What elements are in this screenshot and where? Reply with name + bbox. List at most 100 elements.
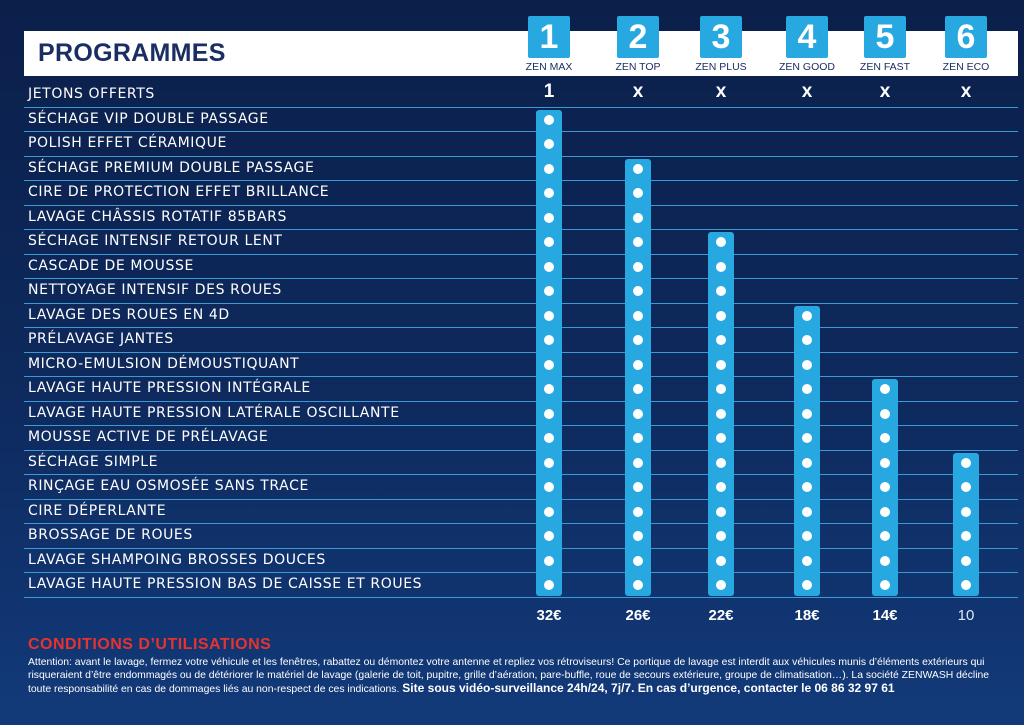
feature-dot [544, 433, 554, 444]
feature-label: SÉCHAGE PREMIUM DOUBLE PASSAGE [28, 159, 315, 176]
program-number: 2 [617, 16, 659, 58]
feature-dot [633, 359, 643, 370]
feature-dot [802, 531, 812, 542]
feature-dot [716, 408, 726, 419]
feature-row: RINÇAGE EAU OSMOSÉE SANS TRACE [24, 475, 1018, 500]
feature-row: MOUSSE ACTIVE DE PRÉLAVAGE [24, 426, 1018, 451]
feature-dot [961, 580, 971, 591]
feature-dot [880, 482, 890, 493]
feature-row: JETONS OFFERTS [24, 83, 1018, 108]
feature-row: SÉCHAGE PREMIUM DOUBLE PASSAGE [24, 157, 1018, 181]
feature-dot [633, 212, 643, 223]
program-name: ZEN FAST [859, 61, 911, 73]
feature-dot [633, 261, 643, 272]
conditions-title: CONDITIONS D’UTILISATIONS [28, 636, 272, 653]
feature-label: LAVAGE SHAMPOING BROSSES DOUCES [28, 551, 326, 568]
feature-row: NETTOYAGE INTENSIF DES ROUES [24, 279, 1018, 304]
feature-row: LAVAGE SHAMPOING BROSSES DOUCES [24, 549, 1018, 573]
conditions-text: Attention: avant le lavage, fermez votre… [28, 656, 1008, 696]
feature-dot [961, 555, 971, 566]
feature-label: LAVAGE CHÂSSIS ROTATIF 85BARS [28, 208, 287, 225]
feature-dot [716, 261, 726, 272]
feature-row: SÉCHAGE VIP DOUBLE PASSAGE [24, 108, 1018, 132]
token-value: x [960, 81, 972, 102]
feature-dot [716, 359, 726, 370]
feature-dot [633, 457, 643, 468]
feature-dot [633, 580, 643, 591]
feature-dot [633, 310, 643, 321]
program-name: ZEN TOP [615, 61, 661, 73]
feature-dot [633, 506, 643, 517]
token-value: x [715, 81, 727, 102]
feature-label: MOUSSE ACTIVE DE PRÉLAVAGE [28, 429, 269, 445]
program-bar [872, 379, 898, 596]
feature-dot [802, 384, 812, 395]
feature-dot [544, 482, 554, 493]
feature-dot [633, 237, 643, 248]
feature-dot [716, 286, 726, 297]
program-price: 18€ [794, 607, 820, 624]
feature-dot [961, 457, 971, 468]
feature-label: LAVAGE DES ROUES EN 4D [28, 306, 230, 323]
feature-row: CIRE DE PROTECTION EFFET BRILLANCE [24, 181, 1018, 206]
feature-row: POLISH EFFET CÉRAMIQUE [24, 132, 1018, 157]
feature-dot [544, 286, 554, 297]
feature-row: BROSSAGE DE ROUES [24, 524, 1018, 549]
feature-dot [880, 408, 890, 419]
feature-row: CASCADE DE MOUSSE [24, 255, 1018, 279]
feature-label: JETONS OFFERTS [28, 86, 155, 102]
feature-dot [961, 482, 971, 493]
feature-dot [544, 212, 554, 223]
feature-dot [544, 335, 554, 346]
feature-dot [544, 384, 554, 395]
feature-dot [802, 580, 812, 591]
feature-dot [716, 580, 726, 591]
feature-dot [633, 188, 643, 199]
program-price: 22€ [708, 607, 734, 624]
program-header: 3 ZEN PLUS [681, 16, 761, 73]
program-number: 4 [786, 16, 828, 58]
feature-dot [716, 433, 726, 444]
feature-dot [716, 335, 726, 346]
token-value: 1 [543, 81, 555, 102]
feature-dot [880, 555, 890, 566]
feature-label: NETTOYAGE INTENSIF DES ROUES [28, 282, 282, 298]
feature-dot [544, 310, 554, 321]
feature-dot [716, 384, 726, 395]
feature-dot [633, 286, 643, 297]
program-price: 32€ [536, 607, 562, 624]
page-title: PROGRAMMES [38, 39, 226, 67]
feature-dot [880, 384, 890, 395]
feature-row: SÉCHAGE INTENSIF RETOUR LENT [24, 230, 1018, 255]
feature-dot [802, 335, 812, 346]
feature-row: LAVAGE CHÂSSIS ROTATIF 85BARS [24, 206, 1018, 230]
program-name: ZEN PLUS [695, 61, 747, 73]
program-header: 5 ZEN FAST [845, 16, 925, 73]
feature-row: LAVAGE HAUTE PRESSION INTÉGRALE [24, 377, 1018, 402]
feature-dot [633, 384, 643, 395]
feature-dot [802, 408, 812, 419]
feature-dot [633, 433, 643, 444]
feature-label: CIRE DE PROTECTION EFFET BRILLANCE [28, 184, 330, 200]
feature-dot [802, 506, 812, 517]
feature-row: LAVAGE DES ROUES EN 4D [24, 304, 1018, 328]
feature-label: RINÇAGE EAU OSMOSÉE SANS TRACE [28, 478, 309, 494]
feature-dot [802, 359, 812, 370]
feature-dot [633, 531, 643, 542]
feature-label: LAVAGE HAUTE PRESSION INTÉGRALE [28, 380, 311, 396]
feature-dot [961, 506, 971, 517]
feature-label: SÉCHAGE VIP DOUBLE PASSAGE [28, 110, 269, 127]
program-header: 2 ZEN TOP [598, 16, 678, 73]
token-value: x [632, 81, 644, 102]
feature-dot [544, 237, 554, 248]
feature-dot [544, 188, 554, 199]
feature-dot [544, 555, 554, 566]
feature-dot [802, 310, 812, 321]
feature-dot [802, 457, 812, 468]
conditions-body: Attention: avant le lavage, fermez votre… [28, 657, 990, 695]
program-price: 14€ [872, 607, 898, 624]
feature-dot [716, 310, 726, 321]
feature-dot [802, 555, 812, 566]
program-price: 10 [957, 607, 975, 624]
feature-label: PRÉLAVAGE JANTES [28, 331, 174, 347]
